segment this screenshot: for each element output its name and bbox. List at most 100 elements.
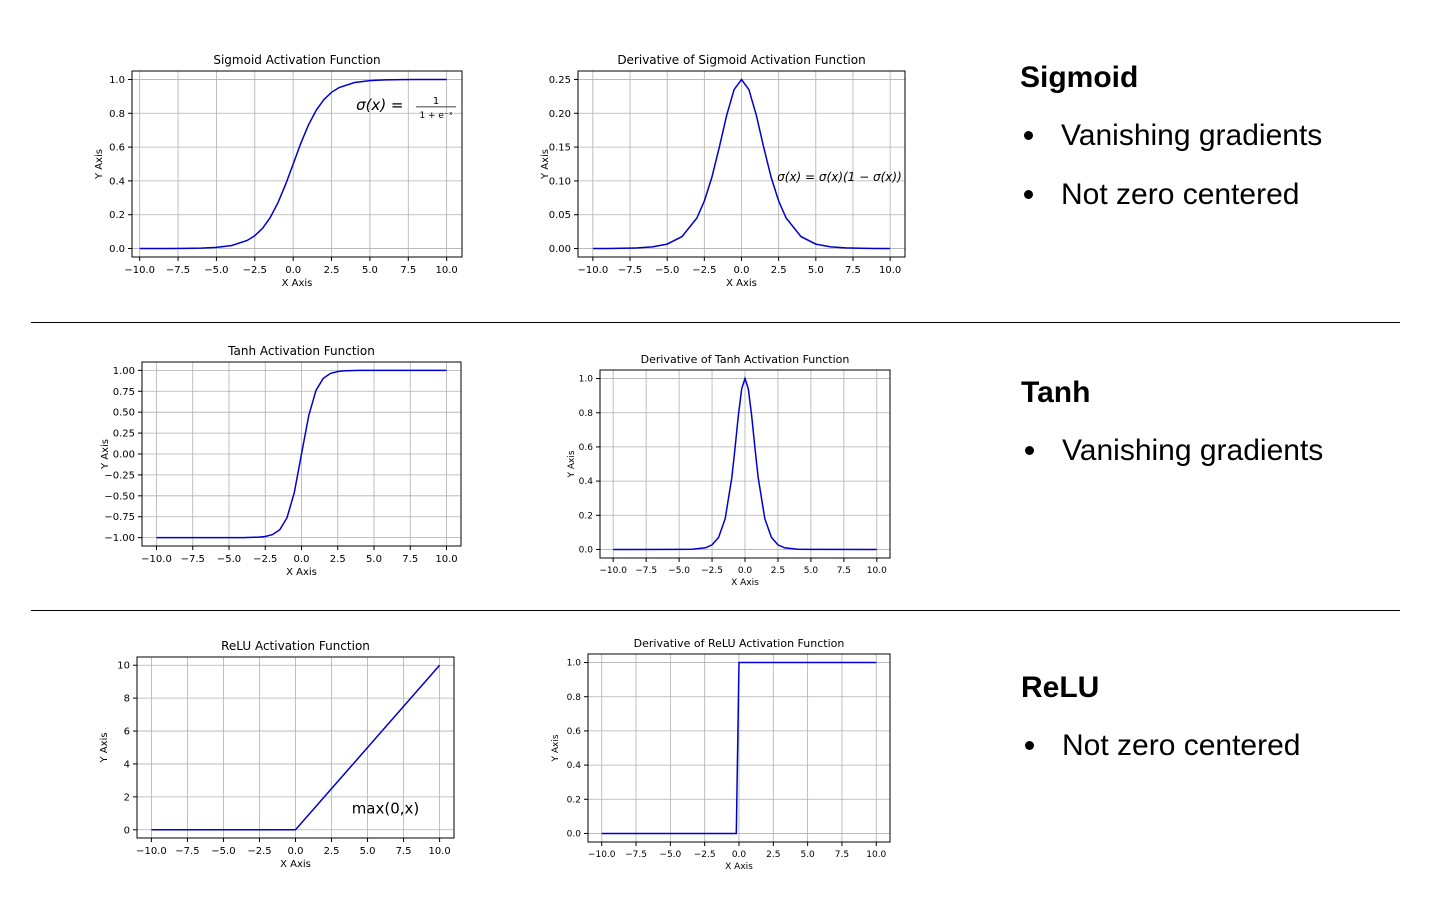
x-tick-label: 5.0 (800, 850, 815, 860)
x-tick-label: 0.0 (732, 850, 747, 860)
x-tick-label: −7.5 (175, 846, 199, 857)
y-tick-label: −0.75 (104, 512, 135, 523)
series-line (601, 661, 877, 835)
y-tick-label: 1.0 (109, 75, 125, 86)
y-tick-label: 0.2 (109, 210, 125, 221)
y-tick-label: −0.25 (104, 470, 135, 481)
x-tick-label: −10.0 (136, 846, 167, 857)
y-tick-label: 1.0 (579, 375, 594, 385)
x-tick-label: 10.0 (866, 850, 886, 860)
x-tick-label: −5.0 (655, 265, 679, 276)
y-tick-label: 0 (124, 825, 130, 836)
y-tick-label: 0.2 (567, 795, 581, 805)
y-tick-label: 0.8 (109, 109, 125, 120)
y-tick-label: 0.8 (579, 409, 594, 419)
tanh-heading: Tanh (1021, 376, 1091, 409)
y-tick-label: 0.4 (109, 176, 125, 187)
y-tick-label: 0.00 (549, 244, 571, 255)
chart-title: Derivative of Sigmoid Activation Functio… (617, 53, 865, 67)
sigmoid-bullet-list: Vanishing gradients Not zero centered (1020, 106, 1322, 224)
y-tick-label: 10 (117, 661, 130, 672)
tanh-notes: Tanh Vanishing gradients (1021, 375, 1323, 480)
bullet-icon (1024, 190, 1033, 199)
x-axis-label: X Axis (731, 578, 759, 588)
x-tick-label: 2.5 (324, 265, 340, 276)
x-tick-label: 7.5 (400, 265, 416, 276)
y-tick-label: −1.00 (104, 533, 135, 544)
relu-heading: ReLU (1021, 671, 1100, 704)
x-tick-label: 2.5 (330, 554, 346, 565)
x-tick-label: −10.0 (124, 265, 155, 276)
y-tick-label: −0.50 (104, 491, 135, 502)
sigmoid-derivative-chart: −10.0 −7.5 −5.0 −2.5 0.0 2.5 5.0 7.5 10.0 0.00 0.0… (540, 53, 906, 289)
x-tick-label: −2.5 (694, 850, 716, 860)
sigmoid-notes: Sigmoid Vanishing gradients Not zero cen… (1020, 60, 1322, 224)
x-tick-label: −5.0 (668, 566, 690, 576)
x-tick-label: 5.0 (808, 265, 824, 276)
formula-annotation: σ(x) = σ(x)(1 − σ(x)) (777, 170, 902, 184)
y-tick-label: 0.25 (113, 429, 135, 440)
list-item: Vanishing gradients (1020, 106, 1322, 165)
y-axis-label: Y Axis (540, 149, 551, 180)
chart-title: Derivative of Tanh Activation Function (641, 353, 850, 366)
tanh-derivative-chart: −10.0 −7.5 −5.0 −2.5 0.0 2.5 5.0 7.5 10.0 0.0 0.2 0… (567, 353, 891, 588)
x-tick-label: −2.5 (247, 846, 271, 857)
formula-annotation: σ(x) = (356, 96, 403, 114)
series-line (592, 78, 891, 250)
y-tick-label: 0.0 (567, 830, 582, 840)
y-tick-label: 0.0 (579, 546, 594, 556)
series-line (139, 78, 447, 250)
x-tick-label: −2.5 (692, 265, 716, 276)
y-tick-label: 0.25 (549, 75, 571, 86)
y-axis-label: Y Axis (567, 450, 577, 478)
x-tick-label: 5.0 (360, 846, 376, 857)
x-tick-label: 2.5 (771, 265, 787, 276)
y-tick-label: 0.0 (109, 244, 125, 255)
x-tick-label: 5.0 (366, 554, 382, 565)
series-line (156, 369, 447, 539)
x-tick-label: −5.0 (217, 554, 241, 565)
bullet-text: Not zero centered (1062, 729, 1301, 762)
x-tick-label: −7.5 (166, 265, 190, 276)
x-tick-label: −7.5 (625, 850, 647, 860)
x-tick-label: 0.0 (288, 846, 304, 857)
x-tick-label: 5.0 (362, 265, 378, 276)
x-tick-label: −2.5 (253, 554, 277, 565)
y-tick-label: 0.00 (113, 450, 135, 461)
tanh-bullet-list: Vanishing gradients (1021, 421, 1323, 480)
x-tick-label: 5.0 (804, 566, 819, 576)
y-tick-label: 0.6 (109, 143, 125, 154)
series-line (151, 664, 441, 831)
y-tick-label: 0.4 (579, 477, 594, 487)
y-axis-label: Y Axis (551, 734, 561, 762)
bullet-text: Vanishing gradients (1062, 434, 1324, 467)
x-tick-label: 10.0 (436, 265, 458, 276)
y-tick-label: 0.75 (113, 387, 135, 398)
y-tick-label: 6 (124, 727, 130, 738)
y-tick-label: 0.4 (567, 761, 582, 771)
sigmoid-heading: Sigmoid (1020, 61, 1139, 94)
x-tick-label: −7.5 (618, 265, 642, 276)
tanh-chart: −10.0 −7.5 −5.0 −2.5 0.0 2.5 5.0 7.5 10.0 −1.00 −0… (100, 344, 462, 578)
y-axis-label: Y Axis (100, 439, 111, 470)
x-axis-label: X Axis (286, 567, 317, 578)
plot-frame (131, 70, 463, 258)
list-item: Vanishing gradients (1021, 421, 1323, 480)
x-axis-label: X Axis (282, 278, 313, 289)
x-tick-label: −7.5 (181, 554, 205, 565)
list-item: Not zero centered (1021, 716, 1300, 775)
x-tick-label: −5.0 (204, 265, 228, 276)
y-tick-label: 0.05 (549, 210, 571, 221)
y-tick-label: 4 (124, 759, 130, 770)
relu-derivative-chart: −10.0 −7.5 −5.0 −2.5 0.0 2.5 5.0 7.5 10.0 0.0 0.2 0… (551, 637, 891, 872)
y-tick-label: 0.15 (549, 143, 571, 154)
x-tick-label: 7.5 (835, 850, 849, 860)
chart-title: Derivative of ReLU Activation Function (634, 637, 845, 650)
y-tick-label: 0.8 (567, 693, 582, 703)
x-tick-label: −10.0 (588, 850, 616, 860)
chart-title: Tanh Activation Function (227, 344, 375, 358)
y-tick-label: 0.6 (567, 727, 582, 737)
y-tick-label: 2 (124, 792, 130, 803)
x-tick-label: −2.5 (243, 265, 267, 276)
x-tick-label: 10.0 (428, 846, 450, 857)
